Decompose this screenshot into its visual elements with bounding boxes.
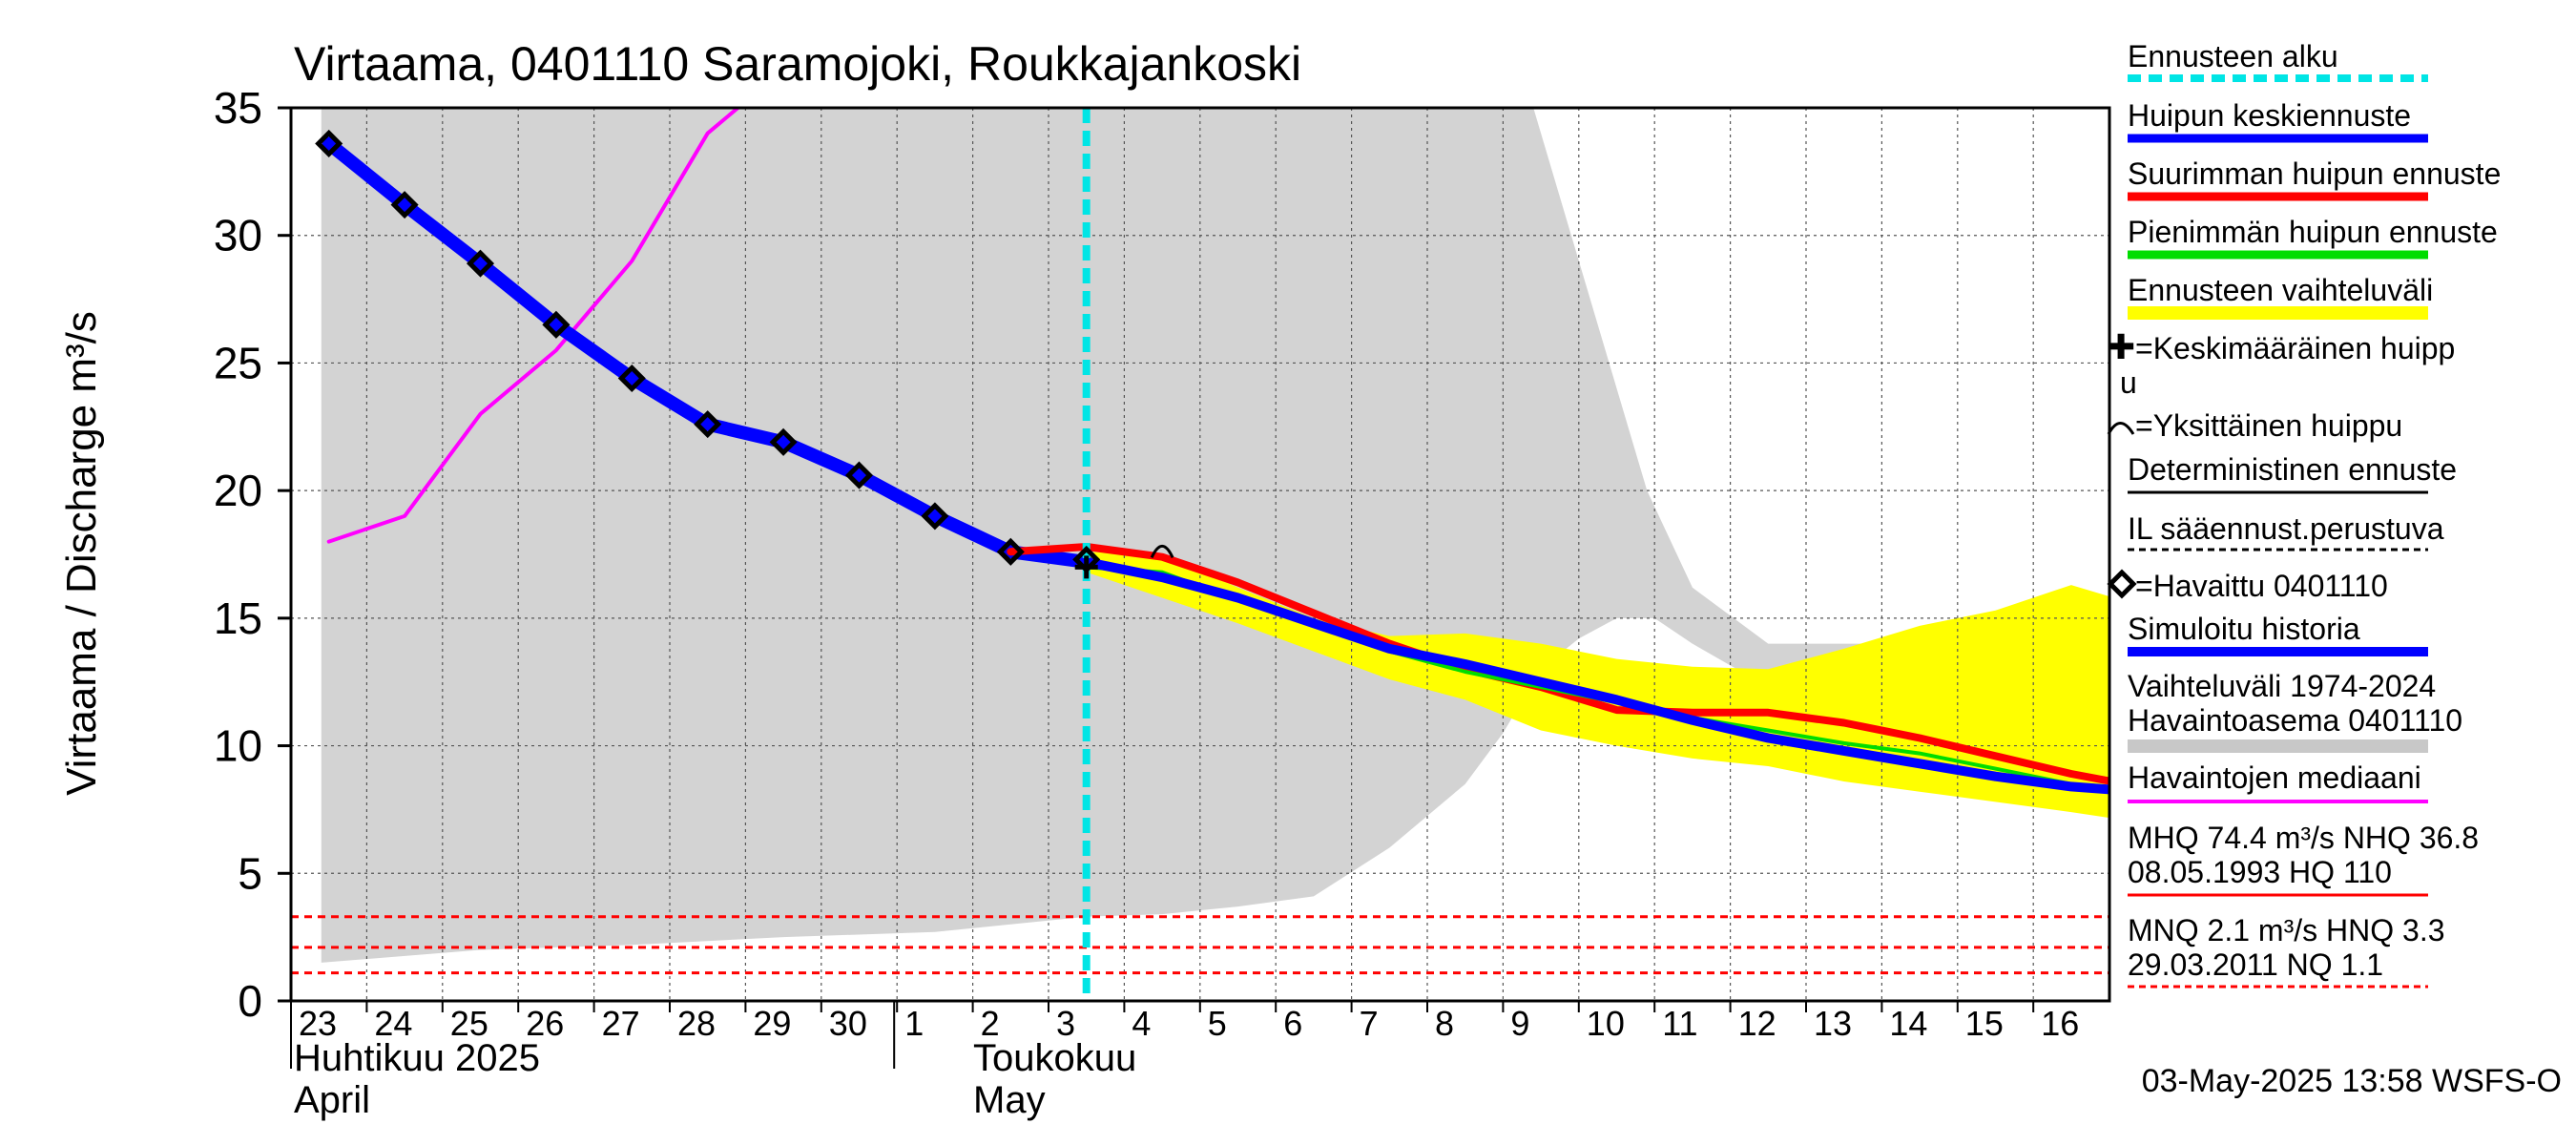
y-tick-label: 35 xyxy=(214,83,262,133)
observed-point xyxy=(921,502,949,531)
legend-il-forecast-label: IL sääennust.perustuva xyxy=(2128,511,2444,546)
x-tick-label: 28 xyxy=(677,1004,716,1043)
x-tick-label: 7 xyxy=(1360,1004,1379,1043)
series-line-huipun-keskiennuste xyxy=(1081,557,2109,795)
footer-timestamp: 03-May-2025 13:58 WSFS-O xyxy=(2142,1063,2562,1099)
legend-max-forecast-label: Suurimman huipun ennuste xyxy=(2128,156,2501,191)
x-tick-label: 14 xyxy=(1889,1004,1927,1043)
legend-range-history-label-2: Havaintoasema 0401110 xyxy=(2128,703,2462,738)
legend-simulated-label: Simuloitu historia xyxy=(2128,612,2360,646)
series-line-havaintojen-mediaani xyxy=(326,108,740,544)
observed-point xyxy=(844,461,874,489)
x-tick-label: 29 xyxy=(753,1004,791,1043)
month-label-april-en: April xyxy=(294,1079,370,1121)
x-tick-label: 23 xyxy=(299,1004,337,1043)
y-tick-label: 0 xyxy=(238,976,262,1026)
month-label-april-fi: Huhtikuu 2025 xyxy=(294,1037,540,1079)
x-tick-label: 6 xyxy=(1283,1004,1302,1043)
x-tick-label: 26 xyxy=(526,1004,564,1043)
legend-mnq-label-1: MNQ 2.1 m³/s HNQ 3.3 xyxy=(2128,913,2445,947)
x-tick-label: 1 xyxy=(904,1004,924,1043)
x-tick-label: 5 xyxy=(1208,1004,1227,1043)
observed-point xyxy=(466,249,495,278)
y-tick-label: 5 xyxy=(238,848,262,898)
observed-point xyxy=(694,410,722,439)
y-tick-label: 20 xyxy=(214,466,262,515)
legend-single-peak-label: =Yksittäinen huippu xyxy=(2135,408,2402,443)
x-tick-label: 16 xyxy=(2041,1004,2079,1043)
x-tick-label: 13 xyxy=(1814,1004,1852,1043)
observed-point xyxy=(315,129,343,157)
legend-forecast-range-label: Ennusteen vaihteluväli xyxy=(2128,273,2433,307)
y-tick-label: 30 xyxy=(214,211,262,260)
observed-point xyxy=(996,537,1025,566)
plus-icon: ✚ xyxy=(2107,327,2135,366)
legend-mhq-label-1: MHQ 74.4 m³/s NHQ 36.8 xyxy=(2128,821,2479,855)
y-tick-label: 10 xyxy=(214,721,262,771)
x-tick-label: 9 xyxy=(1510,1004,1529,1043)
legend-mnq-label-2: 29.03.2011 NQ 1.1 xyxy=(2128,947,2383,982)
month-label-may-fi: Toukokuu xyxy=(973,1037,1136,1079)
legend-median-label: Havaintojen mediaani xyxy=(2128,760,2421,795)
legend-mean-forecast-label: Huipun keskiennuste xyxy=(2128,98,2411,133)
x-tick-label: 4 xyxy=(1132,1004,1151,1043)
arc-icon xyxy=(2107,422,2135,435)
legend: Ennusteen alku Huipun keskiennuste Suuri… xyxy=(2107,39,2501,989)
legend-min-forecast-label: Pienimmän huipun ennuste xyxy=(2128,215,2498,249)
legend-deterministic-label: Deterministinen ennuste xyxy=(2128,452,2457,487)
observed-point xyxy=(617,364,646,393)
x-tick-label: 3 xyxy=(1056,1004,1075,1043)
legend-range-history-label-1: Vaihteluväli 1974-2024 xyxy=(2128,669,2436,703)
month-label-may-en: May xyxy=(973,1079,1046,1121)
x-tick-label: 27 xyxy=(602,1004,640,1043)
observed-point xyxy=(390,191,419,219)
chart-title: Virtaama, 0401110 Saramojoki, Roukkajank… xyxy=(294,37,1301,91)
diamond-icon xyxy=(2107,569,2137,599)
x-tick-label: 10 xyxy=(1587,1004,1625,1043)
legend-forecast-start-label: Ennusteen alku xyxy=(2128,39,2338,73)
legend-mean-peak-label-1: =Keskimääräinen huipp xyxy=(2135,331,2455,365)
x-tick-label: 25 xyxy=(450,1004,488,1043)
legend-observed-label: =Havaittu 0401110 xyxy=(2135,569,2388,603)
x-tick-label: 15 xyxy=(1965,1004,2004,1043)
observed-point xyxy=(542,310,571,339)
y-axis-label: Virtaama / Discharge m³/s xyxy=(58,311,105,796)
x-tick-label: 24 xyxy=(374,1004,412,1043)
history-range-band xyxy=(321,108,2109,963)
x-tick-label: 30 xyxy=(829,1004,867,1043)
x-tick-label: 11 xyxy=(1662,1004,1697,1043)
x-tick-label: 2 xyxy=(981,1004,1000,1043)
observed-point xyxy=(769,427,798,456)
y-tick-label: 25 xyxy=(214,338,262,387)
legend-mhq-label-2: 08.05.1993 HQ 110 xyxy=(2128,855,2392,889)
x-tick-label: 12 xyxy=(1738,1004,1776,1043)
y-tick-label: 15 xyxy=(214,593,262,643)
series-line-suurimman-huipun-ennuste xyxy=(1007,543,2109,785)
series-line-simuloitu-historia xyxy=(322,136,1093,569)
x-tick-label: 8 xyxy=(1435,1004,1454,1043)
mean-peak-marker xyxy=(1074,555,1098,579)
legend-mean-peak-label-2: u xyxy=(2120,365,2137,400)
single-peak-marker xyxy=(1150,544,1174,558)
